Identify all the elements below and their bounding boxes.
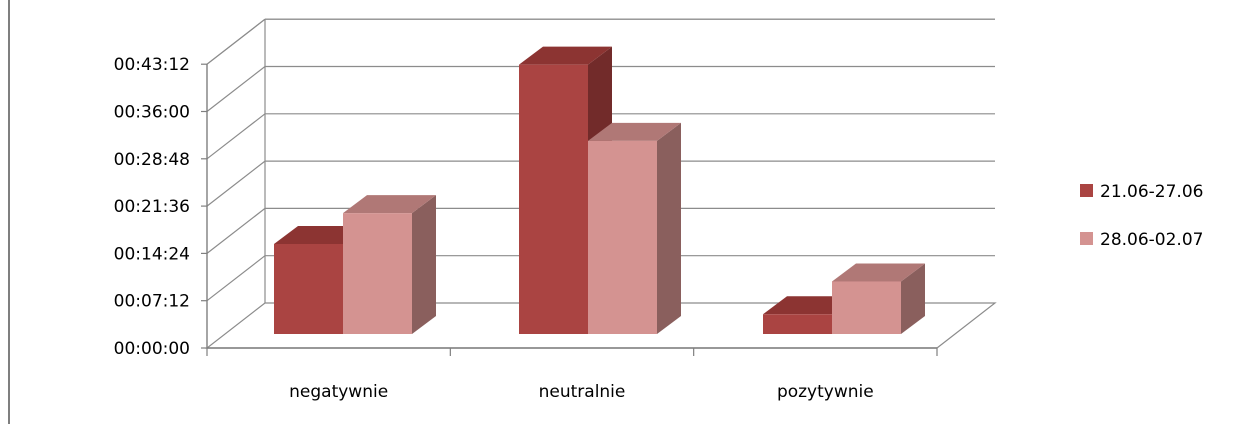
bar-front	[343, 213, 412, 334]
legend-label: 21.06-27.06	[1100, 182, 1203, 202]
x-category-label: pozytywnie	[777, 382, 874, 402]
bar-front	[763, 314, 832, 334]
bar-front	[832, 281, 901, 334]
gridline-side	[206, 255, 266, 302]
x-category-label: negatywnie	[289, 382, 388, 402]
gridline-side	[206, 160, 266, 207]
y-tick-label: 00:00:00	[114, 339, 190, 359]
bars	[274, 46, 925, 335]
bar-side	[901, 263, 925, 334]
legend-swatch	[1080, 232, 1093, 245]
bar	[832, 263, 925, 334]
y-tick-label: 00:28:48	[114, 150, 190, 170]
bar-front	[519, 64, 588, 335]
x-category-label: neutralnie	[539, 382, 626, 402]
legend-item: 28.06-02.07	[1080, 230, 1203, 250]
gridline-side	[206, 113, 266, 160]
legend: 21.06-27.06 28.06-02.07	[1080, 182, 1203, 250]
legend-item: 21.06-27.06	[1080, 182, 1203, 202]
gridline-side	[206, 207, 266, 254]
bar	[343, 195, 436, 334]
y-tick-label: 00:07:12	[114, 292, 190, 312]
bar-front	[274, 243, 343, 334]
bar-top	[588, 122, 681, 141]
bar-top	[519, 46, 612, 65]
gridline-side	[206, 18, 266, 65]
y-tick-label: 00:14:24	[114, 244, 190, 264]
bar-top	[832, 263, 925, 282]
y-tick-label: 00:36:00	[114, 103, 190, 123]
y-axis-ticks: 00:00:00 00:07:12 00:14:24 00:21:36 00:28:48…	[114, 55, 207, 359]
bar-top	[343, 195, 436, 214]
x-axis-categories: negatywnie neutralnie pozytywnie	[206, 348, 938, 402]
bar-side	[657, 122, 681, 334]
gridline-side	[206, 66, 266, 112]
bar-side	[412, 195, 436, 334]
y-tick-label: 00:43:12	[114, 55, 190, 75]
legend-swatch	[1080, 184, 1093, 197]
bar	[588, 122, 681, 334]
legend-label: 28.06-02.07	[1100, 230, 1203, 250]
y-tick-label: 00:21:36	[114, 197, 190, 217]
bar-front	[588, 140, 657, 334]
